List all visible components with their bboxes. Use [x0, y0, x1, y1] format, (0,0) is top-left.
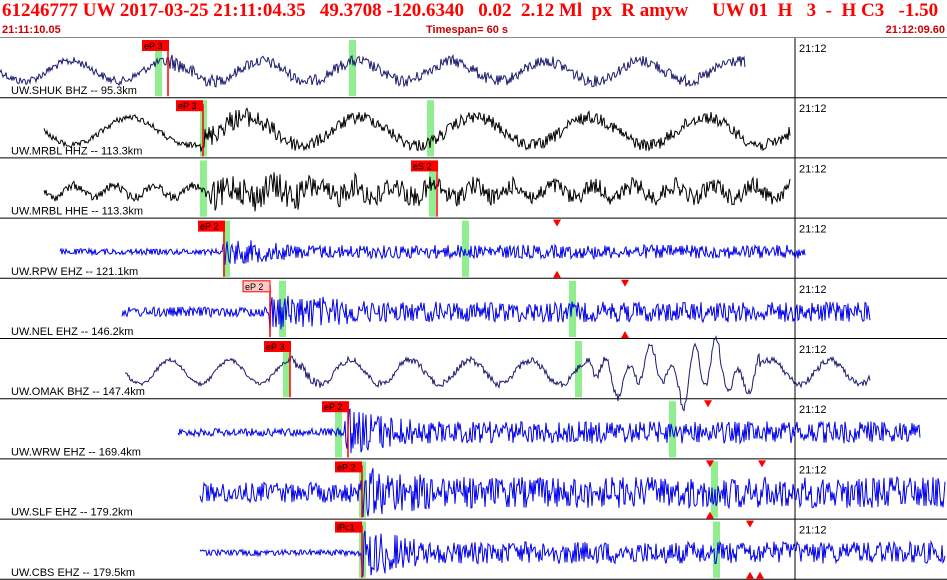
channel-label: UW.OMAK BHZ -- 147.4km	[11, 386, 145, 398]
timespan-label: Timespan= 60 s	[426, 24, 509, 36]
pick-uncertainty-band	[713, 521, 720, 578]
amplitude-marker-icon	[621, 331, 629, 338]
window-start-time: 21:11:10.05	[2, 24, 61, 36]
channel-label: UW.WRW EHZ -- 169.4km	[11, 446, 141, 458]
channel-label: UW.SHUK BHZ -- 95.3km	[11, 85, 137, 97]
amplitude-marker-icon	[746, 520, 754, 528]
phase-pick-label: eP 2	[324, 402, 342, 412]
channel-label: UW.SLF EHZ -- 179.2km	[11, 507, 133, 519]
minute-label: 21:12	[799, 404, 827, 416]
phase-pick-flag	[176, 100, 203, 112]
amplitude-marker-icon	[704, 400, 712, 408]
minute-label: 21:12	[799, 163, 827, 175]
waveform-trace	[199, 468, 946, 518]
window-end-time: 21:12:09.60	[885, 24, 945, 36]
minute-label: 21:12	[799, 284, 827, 296]
phase-pick-label: eP 2	[200, 222, 218, 232]
event-header: 61246777 UW 2017-03-25 21:11:04.35 49.37…	[0, 0, 947, 38]
waveform-trace	[124, 335, 871, 412]
pick-uncertainty-band	[283, 341, 290, 398]
phase-pick-flag	[264, 341, 291, 352]
phase-pick-label: eP 2	[245, 282, 263, 292]
phase-pick-flag	[142, 40, 169, 51]
phase-pick-label: iPc1	[337, 523, 355, 533]
waveform-trace	[0, 53, 746, 88]
minute-label: 21:12	[799, 344, 827, 356]
seismogram-panel[interactable]: eP 3 21:12 UW.SHUK BHZ -- 95.3km eP 3 21:12 U…	[0, 38, 947, 580]
pick-uncertainty-band	[569, 280, 576, 337]
pick-uncertainty-band	[462, 220, 469, 277]
event-summary-title: 61246777 UW 2017-03-25 21:11:04.35 49.37…	[2, 0, 947, 21]
channel-label: UW.MRBL HHE -- 113.3km	[11, 206, 143, 218]
waveform-trace	[199, 530, 946, 577]
phase-pick-label: eS 2	[413, 161, 432, 171]
minute-label: 21:12	[799, 464, 827, 476]
pick-uncertainty-band	[429, 160, 436, 217]
amplitude-marker-icon	[758, 460, 766, 468]
channel-label: UW.MRBL HHZ -- 113.3km	[11, 145, 142, 157]
amplitude-marker-icon	[756, 571, 764, 579]
phase-pick-label: eP 3	[144, 41, 162, 51]
pick-uncertainty-band	[155, 40, 162, 97]
amplitude-marker-icon	[553, 270, 561, 278]
waveform-trace	[177, 408, 921, 454]
phase-pick-flag	[322, 401, 349, 413]
phase-pick-flag	[242, 280, 271, 293]
phase-pick-label: eP 3	[266, 342, 284, 352]
phase-pick-flag	[335, 521, 362, 533]
minute-label: 21:12	[799, 525, 827, 537]
amplitude-marker-icon	[746, 571, 754, 579]
pick-uncertainty-band	[575, 341, 582, 398]
phase-pick-label: eP 2	[337, 462, 355, 472]
channel-label: UW.NEL EHZ -- 146.2km	[11, 326, 133, 338]
amplitude-marker-icon	[706, 511, 714, 519]
phase-pick-flag	[198, 220, 225, 232]
waveform-trace	[43, 171, 791, 212]
amplitude-marker-icon	[621, 279, 629, 287]
minute-label: 21:12	[799, 103, 827, 115]
waveform-trace	[121, 295, 871, 331]
channel-label: UW.RPW EHZ -- 121.1km	[11, 266, 138, 278]
phase-pick-flag	[411, 160, 438, 172]
amplitude-marker-icon	[706, 460, 714, 468]
pick-uncertainty-band	[427, 100, 434, 157]
minute-label: 21:12	[799, 43, 827, 55]
minute-label: 21:12	[799, 224, 827, 236]
phase-pick-flag	[335, 461, 362, 473]
phase-pick-label: eP 3	[178, 101, 196, 111]
channel-label: UW.CBS EHZ -- 179.5km	[11, 567, 135, 579]
amplitude-marker-icon	[553, 219, 561, 227]
time-window-bar: 21:11:10.05 Timespan= 60 s 21:12:09.60	[0, 24, 947, 38]
pick-uncertainty-band	[349, 40, 356, 97]
waveform-trace	[59, 240, 806, 265]
waveform-trace	[43, 107, 791, 152]
